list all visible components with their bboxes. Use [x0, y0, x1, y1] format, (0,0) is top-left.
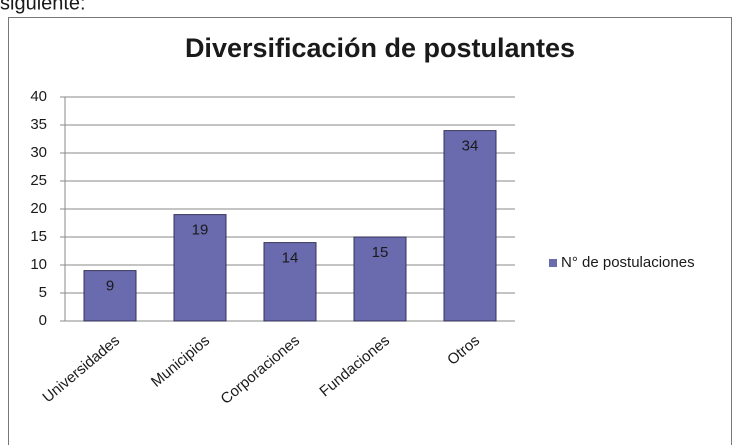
bar — [83, 270, 137, 322]
chart-frame — [8, 17, 732, 445]
y-tick-label: 25 — [30, 172, 47, 189]
y-tick-label: 40 — [30, 88, 47, 105]
chart-title: Diversificación de postulantes — [185, 33, 575, 63]
y-tick-label: 35 — [30, 116, 47, 133]
y-tick-label: 0 — [39, 312, 47, 329]
data-label: 19 — [192, 222, 209, 239]
legend-swatch — [549, 259, 557, 267]
y-tick-label: 10 — [30, 256, 47, 273]
bar — [173, 214, 227, 322]
y-tick-label: 20 — [30, 200, 47, 217]
intro-text: siguiente: — [0, 0, 86, 14]
y-tick-label: 5 — [39, 284, 47, 301]
data-label: 14 — [282, 250, 299, 267]
bar — [443, 130, 497, 322]
bar — [263, 242, 317, 322]
bar — [353, 236, 407, 322]
data-label: 15 — [372, 244, 389, 261]
data-label: 34 — [462, 138, 479, 155]
y-tick-label: 30 — [30, 144, 47, 161]
legend-label: N° de postulaciones — [561, 254, 695, 271]
data-label: 9 — [106, 278, 114, 295]
y-tick-label: 15 — [30, 228, 47, 245]
